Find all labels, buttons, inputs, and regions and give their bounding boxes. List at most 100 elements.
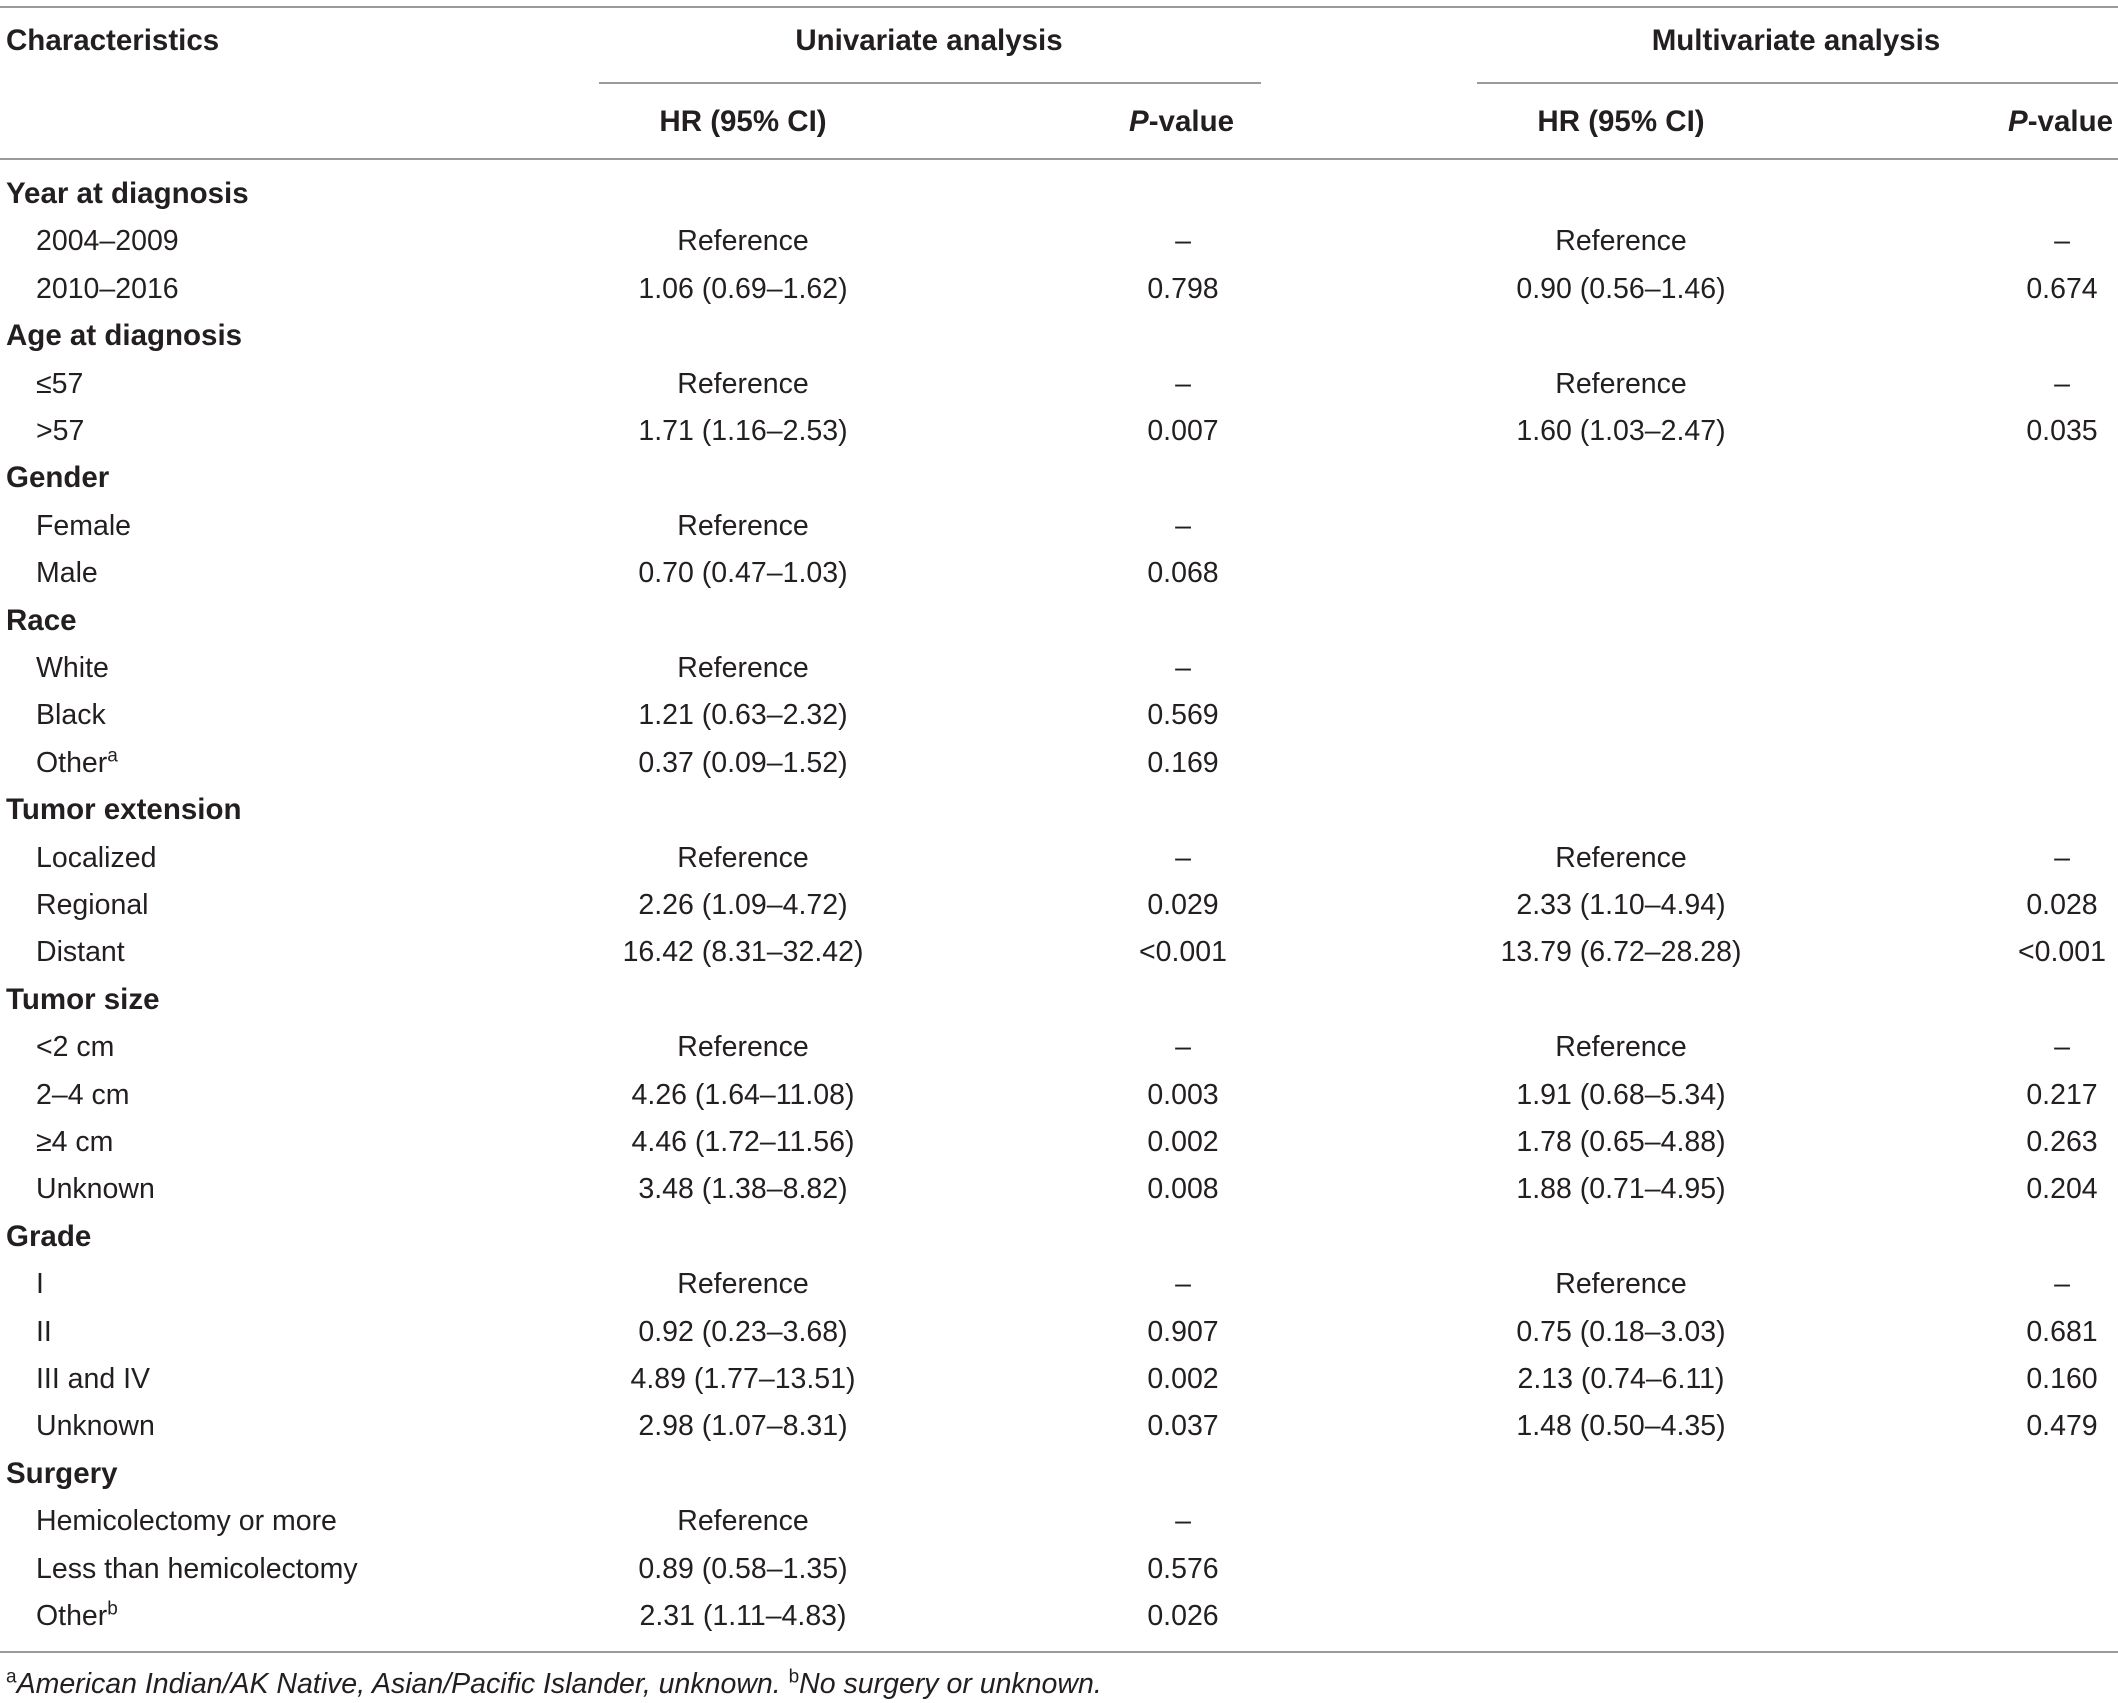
header-uni-p-rest: -value <box>1148 105 1234 138</box>
univariate-hr-cell: 3.48 (1.38–8.82) <box>638 1173 848 1206</box>
row-label-text: 2004–2009 <box>36 225 179 258</box>
row-label-text: ≤57 <box>36 367 84 400</box>
row-label: 2010–2016 <box>36 271 179 307</box>
row-label-text: 2010–2016 <box>36 272 179 305</box>
group-header: Year at diagnosis <box>6 177 249 210</box>
row-label-text: Other <box>36 746 108 779</box>
row-label: Unknown <box>36 1408 155 1444</box>
header-univariate: Univariate analysis <box>795 24 1063 57</box>
multivariate-p-cell: 0.204 <box>2026 1173 2098 1206</box>
univariate-hr-cell: 0.89 (0.58–1.35) <box>638 1552 848 1585</box>
row-label: ≤57 <box>36 366 83 402</box>
header-uni-hr: HR (95% CI) <box>659 105 827 138</box>
row-label-text: Hemicolectomy or more <box>36 1505 337 1538</box>
row-label: ≥4 cm <box>36 1124 113 1160</box>
multivariate-p-cell: 0.028 <box>2026 889 2098 921</box>
row-label: White <box>36 650 109 686</box>
row-label: Less than hemicolectomy <box>36 1551 358 1587</box>
row-label-text: Female <box>36 509 132 542</box>
header-multi-hr: HR (95% CI) <box>1537 105 1705 138</box>
multivariate-hr-cell: Reference <box>1555 1031 1687 1064</box>
univariate-hr-cell: Reference <box>677 1268 809 1301</box>
row-label: Female <box>36 508 131 544</box>
group-header: Tumor size <box>6 982 160 1016</box>
row-label-text: Black <box>36 699 106 732</box>
header-bottom-rule <box>0 158 2118 160</box>
group-header: Race <box>6 603 77 637</box>
header-multi-p-rest: -value <box>2027 105 2113 138</box>
univariate-hr-cell: 1.21 (0.63–2.32) <box>638 699 848 732</box>
multivariate-hr-cell: 2.33 (1.10–4.94) <box>1516 889 1726 921</box>
row-label: <2 cm <box>36 1029 114 1065</box>
univariate-hr-cell: Reference <box>677 367 809 400</box>
row-label: 2004–2009 <box>36 223 179 259</box>
row-label: Unknown <box>36 1171 155 1207</box>
row-label: Localized <box>36 840 156 876</box>
univariate-p-cell: – <box>1175 1031 1191 1064</box>
row-label: III and IV <box>36 1361 150 1397</box>
univariate-p-cell: 0.007 <box>1147 415 1219 447</box>
row-label-text: Male <box>36 557 98 590</box>
univariate-hr-cell: 4.26 (1.64–11.08) <box>631 1078 855 1111</box>
multivariate-hr-cell: Reference <box>1555 367 1687 400</box>
group-header: Surgery <box>6 1456 118 1490</box>
multivariate-p-cell: 0.681 <box>2026 1315 2098 1348</box>
univariate-hr-cell: 4.89 (1.77–13.51) <box>630 1363 856 1395</box>
row-label: Othera <box>36 745 118 781</box>
multivariate-p-cell: – <box>2054 225 2070 258</box>
univariate-p-cell: – <box>1175 1268 1191 1301</box>
univariate-hr-cell: 16.42 (8.31–32.42) <box>622 936 864 969</box>
header-characteristics: Characteristics <box>6 24 220 57</box>
row-label-text: Unknown <box>36 1410 155 1443</box>
row-label-text: ≥4 cm <box>36 1126 114 1158</box>
row-label-text: Less than hemicolectomy <box>36 1552 358 1585</box>
multivariate-p-cell: 0.160 <box>2026 1363 2098 1395</box>
multivariate-hr-cell: 13.79 (6.72–28.28) <box>1500 936 1742 969</box>
multivariate-hr-cell: 2.13 (0.74–6.11) <box>1517 1363 1725 1395</box>
univariate-p-cell: – <box>1175 367 1191 400</box>
univariate-hr-cell: 2.26 (1.09–4.72) <box>638 889 848 921</box>
row-label: II <box>36 1314 52 1350</box>
row-label-text: >57 <box>36 415 85 447</box>
multivariate-hr-cell: 1.48 (0.50–4.35) <box>1516 1410 1726 1443</box>
multivariate-p-cell: 0.479 <box>2026 1410 2098 1443</box>
univariate-hr-cell: 1.06 (0.69–1.62) <box>638 272 848 305</box>
multivariate-hr-cell: 1.60 (1.03–2.47) <box>1516 415 1726 447</box>
univariate-hr-cell: 0.70 (0.47–1.03) <box>638 557 848 590</box>
table-footnote: aAmerican Indian/AK Native, Asian/Pacifi… <box>6 1666 1102 1702</box>
row-label-text: Unknown <box>36 1173 155 1206</box>
footnote-a-mark: a <box>6 1666 17 1688</box>
row-label-footnote-mark: a <box>107 745 118 767</box>
univariate-p-cell: 0.008 <box>1147 1173 1219 1206</box>
univariate-p-cell: 0.003 <box>1147 1078 1219 1111</box>
row-label-text: I <box>36 1268 44 1301</box>
multivariate-p-cell: 0.674 <box>2026 272 2098 305</box>
row-label-text: Regional <box>36 889 149 921</box>
univariate-p-cell: 0.907 <box>1147 1315 1219 1348</box>
row-label-text: White <box>36 652 109 684</box>
multivariate-p-cell: <0.001 <box>2018 936 2106 969</box>
row-label-footnote-mark: b <box>107 1598 118 1620</box>
row-label: >57 <box>36 413 84 449</box>
univariate-p-cell: 0.169 <box>1147 746 1219 779</box>
table-top-rule <box>0 6 2118 8</box>
row-label-text: Localized <box>36 841 157 874</box>
row-label: Otherb <box>36 1598 118 1634</box>
univariate-p-cell: <0.001 <box>1139 936 1227 969</box>
univariate-p-cell: – <box>1175 841 1191 874</box>
univariate-hr-cell: Reference <box>677 841 809 874</box>
row-label-text: Distant <box>36 936 125 969</box>
univariate-hr-cell: 0.37 (0.09–1.52) <box>638 746 848 779</box>
footnote-b-text: No surgery or unknown. <box>799 1668 1102 1700</box>
multivariate-underline <box>1477 82 2118 84</box>
univariate-hr-cell: 4.46 (1.72–11.56) <box>631 1126 855 1158</box>
univariate-p-cell: 0.002 <box>1147 1126 1219 1158</box>
header-multi-p: P-value <box>2008 104 2113 140</box>
row-label: Hemicolectomy or more <box>36 1503 337 1539</box>
univariate-p-cell: 0.569 <box>1147 699 1219 732</box>
row-label: I <box>36 1266 44 1302</box>
multivariate-hr-cell: 0.90 (0.56–1.46) <box>1516 272 1726 305</box>
row-label: Male <box>36 555 98 591</box>
multivariate-hr-cell: Reference <box>1555 1268 1687 1301</box>
